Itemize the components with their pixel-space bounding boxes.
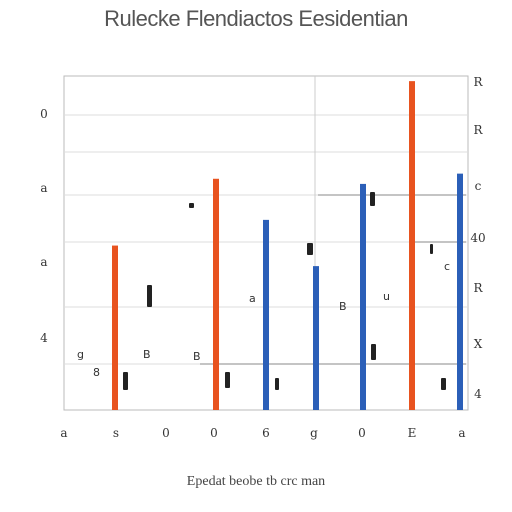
- annotation-label: 8: [93, 366, 100, 379]
- annotation-label: u: [383, 290, 390, 303]
- x-tick-label: 0: [210, 426, 218, 440]
- chart-title: Rulecke Flendiactos Eesidentian: [104, 6, 408, 31]
- bar: [360, 183, 366, 410]
- y-tick-label-left: 4: [40, 331, 48, 345]
- bar: [409, 81, 415, 410]
- bar: [263, 219, 269, 410]
- marker: [371, 344, 376, 360]
- x-tick-label: a: [60, 426, 67, 440]
- x-tick-label: s: [113, 426, 119, 440]
- y-tick-label-right: X: [474, 337, 483, 351]
- marker: [430, 244, 433, 254]
- marker: [225, 372, 230, 388]
- bar: [213, 178, 219, 410]
- marker: [370, 192, 375, 206]
- marker: [189, 203, 194, 208]
- x-axis-label: Epedat beobe tb crc man: [186, 474, 326, 489]
- annotation-label: B: [339, 300, 347, 313]
- x-tick-label: 0: [162, 426, 170, 440]
- marker: [275, 378, 279, 390]
- bar: [457, 173, 463, 410]
- annotation-label: B: [193, 350, 201, 363]
- x-tick-label: E: [408, 426, 417, 440]
- y-tick-label-right: c: [475, 179, 482, 193]
- y-tick-label-left: 0: [40, 107, 48, 121]
- annotation-label: a: [249, 292, 256, 305]
- annotation-label: g: [77, 348, 84, 361]
- y-tick-label-right: 40: [470, 231, 485, 245]
- marker: [147, 285, 152, 307]
- annotation-label: B: [143, 348, 151, 361]
- marker: [441, 378, 446, 390]
- x-tick-label: g: [310, 426, 318, 440]
- marker: [307, 243, 313, 255]
- y-tick-label-right: R: [473, 281, 483, 295]
- y-tick-label-left: a: [40, 181, 47, 195]
- bar: [112, 245, 118, 410]
- y-tick-label-left: a: [40, 255, 47, 269]
- x-tick-label: 6: [262, 426, 270, 440]
- x-tick-label: a: [458, 426, 465, 440]
- marker: [123, 372, 128, 390]
- annotation-label: c: [444, 260, 450, 273]
- y-tick-label-right: 4: [474, 387, 482, 401]
- y-tick-label-right: R: [473, 123, 483, 137]
- bar: [313, 266, 319, 410]
- x-tick-label: 0: [358, 426, 366, 440]
- y-tick-label-right: R: [473, 75, 483, 89]
